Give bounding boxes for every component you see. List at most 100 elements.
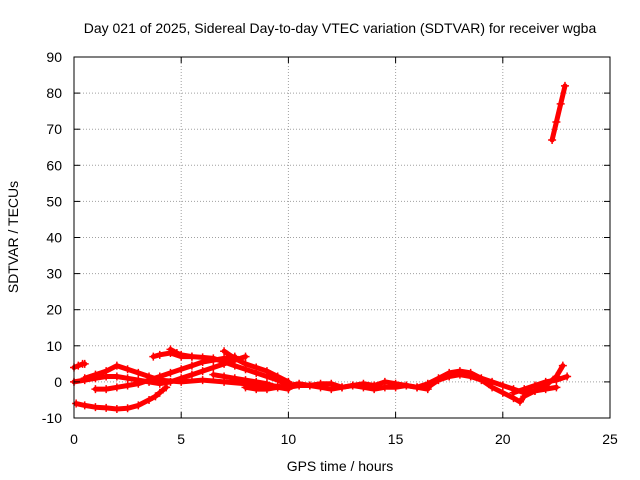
data-point xyxy=(558,361,567,370)
data-series xyxy=(70,81,572,413)
data-point xyxy=(241,376,250,385)
data-point xyxy=(305,381,314,390)
data-point xyxy=(177,350,186,359)
data-point xyxy=(123,404,132,413)
data-point xyxy=(74,361,83,370)
data-point xyxy=(252,363,261,372)
data-point xyxy=(102,385,111,394)
data-point xyxy=(423,383,432,392)
data-point xyxy=(166,345,175,354)
data-point xyxy=(220,347,229,356)
data-point xyxy=(155,388,164,397)
y-tick-label: 80 xyxy=(46,85,62,101)
data-point xyxy=(284,381,293,390)
data-point xyxy=(134,379,143,388)
data-point xyxy=(172,349,181,358)
data-point xyxy=(145,395,154,404)
data-point xyxy=(252,385,261,394)
data-point xyxy=(541,377,550,386)
data-point xyxy=(413,383,422,392)
data-point xyxy=(123,365,132,374)
series-arc-14 xyxy=(548,81,569,145)
data-point xyxy=(348,381,357,390)
data-point xyxy=(177,377,186,386)
data-point xyxy=(149,352,158,361)
series-line xyxy=(549,83,568,143)
x-tick-label: 5 xyxy=(177,431,185,447)
data-point xyxy=(91,385,100,394)
data-point xyxy=(316,379,325,388)
data-point xyxy=(241,383,250,392)
data-point xyxy=(262,367,271,376)
data-point xyxy=(455,370,464,379)
data-point xyxy=(466,372,475,381)
data-point xyxy=(209,370,218,379)
data-point xyxy=(123,381,132,390)
data-point xyxy=(91,370,100,379)
series-line xyxy=(168,346,195,360)
data-point xyxy=(134,368,143,377)
data-point xyxy=(102,403,111,412)
y-tick-label: 70 xyxy=(46,121,62,137)
data-point xyxy=(123,374,132,383)
data-point xyxy=(560,81,569,90)
y-tick-label: 60 xyxy=(46,157,62,173)
data-point xyxy=(230,361,239,370)
data-point xyxy=(209,354,218,363)
data-point xyxy=(488,383,497,392)
data-point xyxy=(102,367,111,376)
data-point xyxy=(327,379,336,388)
data-point xyxy=(241,352,250,361)
data-point xyxy=(80,359,89,368)
data-point xyxy=(252,377,261,386)
data-point xyxy=(230,354,239,363)
x-tick-label: 15 xyxy=(388,431,404,447)
data-point xyxy=(187,352,196,361)
y-tick-label: 20 xyxy=(46,302,62,318)
data-point xyxy=(273,372,282,381)
x-tick-label: 10 xyxy=(281,431,297,447)
data-point xyxy=(434,376,443,385)
x-tick-label: 25 xyxy=(602,431,618,447)
data-point xyxy=(198,353,207,362)
data-point xyxy=(520,385,529,394)
y-tick-label: 0 xyxy=(54,374,62,390)
data-point xyxy=(198,376,207,385)
data-point xyxy=(498,381,507,390)
data-point xyxy=(155,372,164,381)
data-point xyxy=(91,403,100,412)
series-arc-12 xyxy=(423,361,567,406)
data-point xyxy=(370,381,379,390)
data-point xyxy=(80,374,89,383)
data-point xyxy=(112,383,121,392)
data-point xyxy=(530,381,539,390)
data-point xyxy=(563,372,572,381)
x-tick-label: 20 xyxy=(495,431,511,447)
data-point xyxy=(477,376,486,385)
data-point xyxy=(155,350,164,359)
y-tick-label: 90 xyxy=(46,49,62,65)
series-arc-7 xyxy=(166,345,196,361)
data-point xyxy=(198,367,207,376)
x-axis-label: GPS time / hours xyxy=(287,458,394,474)
data-point xyxy=(166,368,175,377)
y-tick-label: 50 xyxy=(46,193,62,209)
data-point xyxy=(338,383,346,392)
data-point xyxy=(359,379,368,388)
data-point xyxy=(220,358,229,367)
data-point xyxy=(72,399,81,408)
data-point xyxy=(134,401,143,410)
y-tick-label: -10 xyxy=(42,410,62,426)
data-point xyxy=(230,374,239,383)
data-point xyxy=(515,397,524,406)
data-point xyxy=(80,401,89,410)
data-point xyxy=(262,385,271,394)
data-point xyxy=(556,99,565,108)
data-point xyxy=(391,379,400,388)
series-arc-3 xyxy=(72,383,171,413)
grid xyxy=(74,57,610,418)
data-point xyxy=(273,383,282,392)
y-tick-label: 30 xyxy=(46,266,62,282)
